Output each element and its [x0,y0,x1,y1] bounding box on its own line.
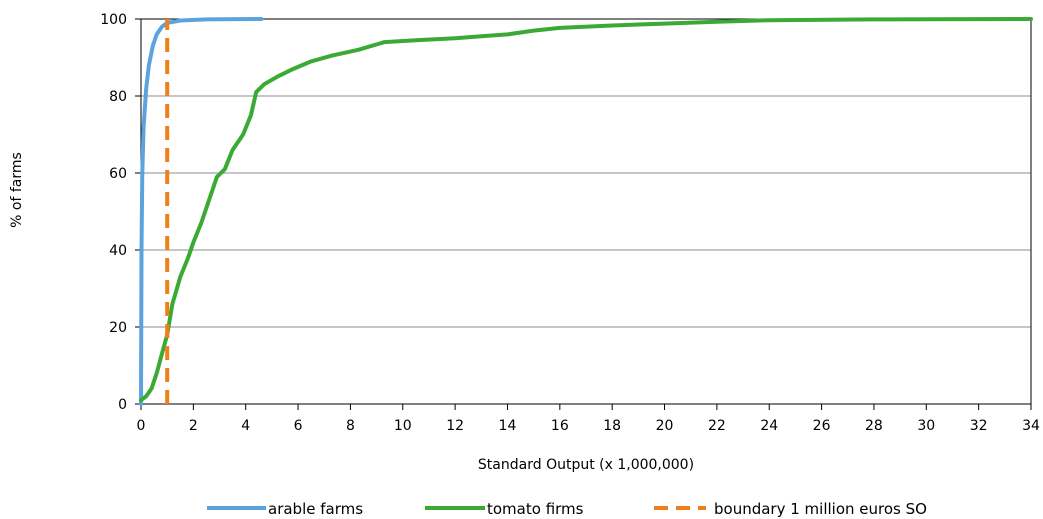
y-axis-title: % of farms [9,152,25,228]
x-tick-label: 6 [294,418,303,434]
x-axis-title: Standard Output (x 1,000,000) [478,457,694,473]
x-tick-label: 30 [917,418,935,434]
x-tick-label: 4 [241,418,250,434]
y-tick-label: 60 [109,166,127,182]
y-tick-label: 100 [100,12,127,28]
x-tick-label: 32 [970,418,988,434]
y-axis-tick-labels: 0 20 40 60 80 100 [100,12,141,413]
x-tick-label: 8 [346,418,355,434]
legend-label-2: tomato firms [487,500,584,518]
x-tick-label: 20 [656,418,674,434]
x-tick-label: 22 [708,418,726,434]
legend: arable farms tomato firms boundary 1 milli… [207,500,927,518]
y-tick-label: 0 [118,397,127,413]
y-tick-label: 40 [109,243,127,259]
x-tick-label: 24 [760,418,778,434]
x-axis-tick-labels: 0 2 4 6 8 10 12 14 16 18 20 22 24 26 28 30 32 34 [137,404,1040,434]
series-line-2 [139,17,1033,403]
legend-label-1: arable farms [268,500,363,518]
x-tick-label: 10 [394,418,412,434]
x-tick-label: 16 [551,418,569,434]
x-tick-label: 18 [603,418,621,434]
x-tick-label: 0 [137,418,146,434]
legend-label-3: boundary 1 million euros SO [714,500,927,518]
y-tick-label: 80 [109,89,127,105]
x-tick-label: 2 [189,418,198,434]
y-tick-label: 20 [109,320,127,336]
x-tick-label: 34 [1022,418,1040,434]
series-line-1 [139,17,264,406]
series-lines [139,17,1033,406]
x-tick-label: 12 [446,418,464,434]
x-tick-label: 26 [813,418,831,434]
x-tick-label: 28 [865,418,883,434]
x-tick-label: 14 [499,418,517,434]
